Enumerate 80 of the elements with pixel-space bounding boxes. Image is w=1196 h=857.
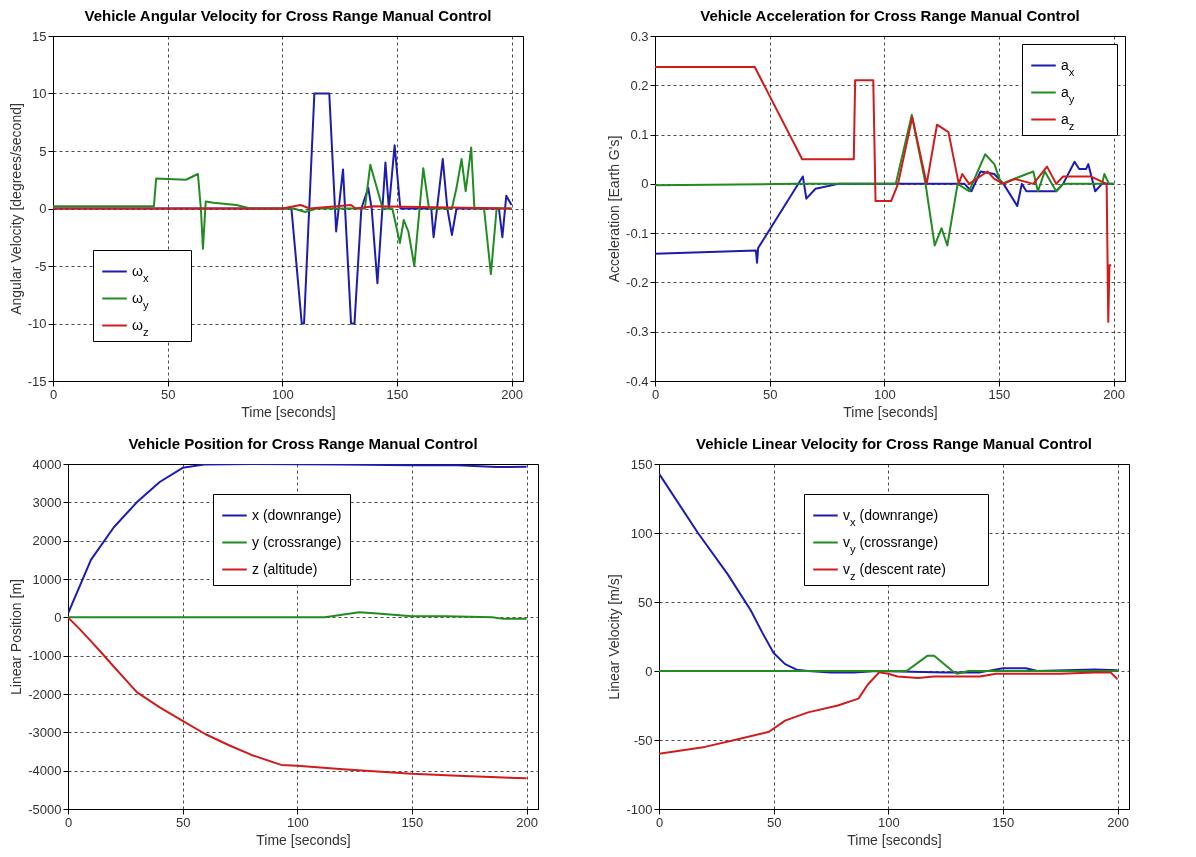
y-tick-label: 3000: [32, 494, 62, 510]
y-tick-label: 100: [630, 525, 653, 541]
y-tick-label: -10: [27, 316, 47, 331]
y-tick-label: -3000: [28, 724, 62, 740]
line-series: [53, 146, 513, 276]
y-tick-label: -5: [34, 258, 47, 274]
x-tick-label: 150: [988, 386, 1011, 402]
y-tick-label: 0: [39, 201, 47, 216]
y-tick-label: -0.3: [626, 324, 649, 340]
chart-title: Vehicle Linear Velocity for Cross Range Manual Control: [696, 435, 1092, 452]
x-tick-label: 50: [762, 386, 778, 402]
y-tick-label: -0.1: [626, 225, 649, 241]
line-series: [68, 464, 528, 615]
x-axis-title: Time [seconds]: [241, 403, 336, 420]
x-tick-label: 50: [175, 814, 191, 830]
chart-title: Vehicle Acceleration for Cross Range Manual Control: [700, 7, 1080, 24]
chart-title: Vehicle Position for Cross Range Manual Control: [128, 435, 478, 452]
y-axis-title: Linear Position [m]: [8, 579, 25, 695]
legend-label: a$_{x}$: [1061, 56, 1075, 78]
y-tick-label: -1000: [28, 648, 62, 664]
legend-label: y (crossrange): [252, 533, 342, 550]
y-tick-label: -0.2: [626, 274, 649, 290]
x-tick-label: 0: [655, 814, 664, 830]
line-series: [659, 472, 1119, 674]
legend-label: v$_{z}$ (descent rate): [843, 560, 946, 582]
x-tick-label: 50: [766, 814, 782, 830]
x-tick-label: 100: [286, 814, 309, 830]
x-tick-label: 150: [992, 814, 1015, 830]
y-tick-label: -0.4: [626, 373, 649, 389]
y-tick-label: 10: [32, 86, 47, 101]
x-axis-title: Time [seconds]: [847, 831, 942, 848]
legend-label: a$_{z}$: [1061, 110, 1075, 132]
y-tick-label: 0: [641, 176, 649, 192]
y-tick-label: -15: [27, 373, 47, 389]
legend-label: ω$_{y}$: [132, 289, 149, 311]
line-series: [659, 671, 1119, 755]
y-tick-label: -5000: [28, 801, 62, 817]
legend-label: ω$_{x}$: [132, 262, 149, 284]
line-series: [655, 113, 1115, 247]
y-tick-label: 0: [645, 663, 653, 679]
y-tick-label: -50: [633, 732, 653, 748]
x-tick-label: 200: [1107, 814, 1129, 830]
y-tick-label: 2000: [32, 533, 62, 549]
y-tick-label: 0.2: [630, 77, 649, 93]
x-tick-label: 100: [877, 814, 900, 830]
y-tick-label: -4000: [28, 763, 62, 779]
y-tick-label: 150: [630, 456, 653, 472]
x-tick-label: 150: [386, 386, 409, 402]
legend-label: ω$_{z}$: [132, 316, 149, 338]
y-axis-title: Acceleration [Earth G's]: [606, 135, 623, 283]
y-tick-label: 1000: [32, 571, 62, 587]
x-axis-title: Time [seconds]: [843, 403, 938, 420]
legend-label: v$_{x}$ (downrange): [843, 506, 939, 528]
y-tick-label: -100: [626, 801, 653, 817]
x-axis-title: Time [seconds]: [256, 831, 351, 848]
chart-title: Vehicle Angular Velocity for Cross Range Manual Control: [84, 7, 492, 24]
legend-label: v$_{y}$ (crossrange): [843, 533, 939, 555]
y-tick-label: 50: [638, 594, 653, 610]
y-tick-label: 15: [32, 28, 47, 44]
x-tick-label: 100: [873, 386, 896, 402]
x-tick-label: 150: [401, 814, 424, 830]
x-tick-label: 0: [64, 814, 73, 830]
x-tick-label: 100: [271, 386, 294, 402]
x-tick-label: 200: [516, 814, 538, 830]
legend-label: x (downrange): [252, 506, 342, 523]
x-tick-label: 200: [1103, 386, 1125, 402]
y-tick-label: 4000: [32, 456, 62, 472]
y-tick-label: 0.3: [630, 28, 649, 44]
x-tick-label: 50: [160, 386, 176, 402]
y-axis-title: Angular Velocity [degrees/second]: [7, 103, 24, 315]
line-series: [68, 616, 528, 780]
line-series: [68, 611, 528, 620]
y-axis-title: Linear Velocity [m/s]: [606, 574, 623, 700]
y-tick-label: 0: [54, 609, 62, 625]
y-tick-label: 0.1: [630, 127, 649, 143]
legend-label: a$_{y}$: [1061, 83, 1075, 105]
y-tick-label: 5: [39, 143, 47, 159]
x-tick-label: 200: [501, 386, 523, 402]
y-tick-label: -2000: [28, 686, 62, 702]
legend-label: z (altitude): [252, 560, 318, 577]
